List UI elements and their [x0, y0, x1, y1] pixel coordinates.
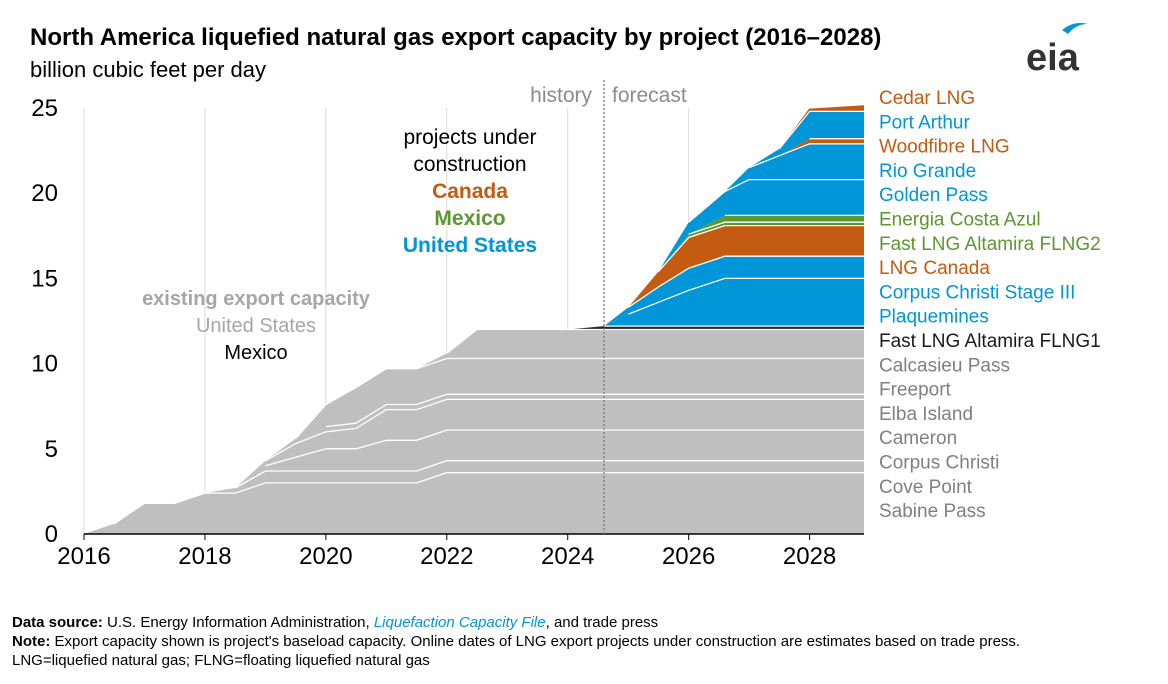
area-cove-point — [84, 460, 864, 534]
separator-corpus-christi — [265, 429, 864, 467]
forecast-label: forecast — [612, 84, 687, 107]
x-tick-label-2022: 2022 — [420, 543, 473, 570]
area-plaquemines — [84, 278, 864, 534]
x-tick-label-2018: 2018 — [178, 543, 231, 570]
x-tick-label-2016: 2016 — [57, 543, 110, 570]
separator-plaquemines — [627, 277, 864, 315]
area-sabine-pass — [84, 472, 864, 534]
legend-label-sabine-pass: Sabine Pass — [879, 501, 986, 522]
separator-corpus-christi-stage-iii — [627, 255, 864, 308]
chart-subtitle: billion cubic feet per day — [30, 57, 267, 82]
y-tick-label-25: 25 — [31, 95, 58, 122]
source-link[interactable]: Liquefaction Capacity File — [373, 614, 546, 631]
construction-annotation-line2: construction — [413, 153, 526, 176]
area-corpus-christi — [84, 430, 864, 534]
existing-annotation-title: existing export capacity — [142, 288, 371, 310]
eia-logo-swoosh — [1062, 22, 1088, 34]
eia-logo-text: eia — [1026, 37, 1080, 78]
separator-rio-grande — [748, 143, 864, 169]
x-tick-label-2026: 2026 — [662, 543, 715, 570]
footer-note: Note: Export capacity shown is project's… — [12, 633, 1020, 650]
construction-annotation-canada: Canada — [432, 180, 508, 203]
existing-annotation-mexico: Mexico — [224, 342, 287, 364]
area-freeport — [84, 358, 864, 534]
legend-label-rio-grande: Rio Grande — [879, 161, 976, 182]
separator-cove-point — [234, 460, 864, 489]
y-tick-label-15: 15 — [31, 265, 58, 292]
footer-abbreviations: LNG=liquefied natural gas; FLNG=floating… — [12, 652, 430, 669]
eia-logo: eia — [1026, 22, 1088, 78]
legend-label-fast-lng-altamira-flng1: Fast LNG Altamira FLNG1 — [879, 331, 1101, 352]
construction-annotation-line1: projects under — [403, 126, 536, 149]
note-label: Note: — [12, 633, 51, 650]
legend-label-energia-costa-azul: Energia Costa Azul — [879, 210, 1041, 231]
source-text-1: U.S. Energy Information Administration, — [107, 614, 374, 631]
separator-fast-lng-altamira-flng2 — [688, 221, 864, 235]
legend-label-woodfibre-lng: Woodfibre LNG — [879, 137, 1010, 158]
separator-sabine-pass — [113, 472, 864, 525]
separator-elba-island — [325, 393, 864, 428]
area-calcasieu-pass — [84, 329, 864, 534]
legend-label-corpus-christi: Corpus Christi — [879, 453, 999, 474]
separator-cedar-lng — [809, 103, 865, 109]
legend-label-golden-pass: Golden Pass — [879, 185, 988, 206]
construction-annotation-mexico: Mexico — [434, 207, 505, 230]
legend-label-cove-point: Cove Point — [879, 477, 973, 498]
source-text-2: , and trade press — [545, 614, 659, 631]
legend-label-corpus-christi-stage-iii: Corpus Christi Stage III — [879, 282, 1075, 303]
separator-golden-pass — [688, 178, 864, 223]
separator-calcasieu-pass — [446, 328, 864, 354]
construction-annotation-us: United States — [403, 234, 537, 257]
y-tick-label-0: 0 — [45, 521, 58, 548]
separator-freeport — [295, 357, 864, 440]
history-label: history — [530, 84, 592, 107]
x-tick-label-2024: 2024 — [541, 543, 594, 570]
x-tick-label-2020: 2020 — [299, 543, 352, 570]
legend-label-cedar-lng: Cedar LNG — [879, 88, 975, 109]
legend-label-fast-lng-altamira-flng2: Fast LNG Altamira FLNG2 — [879, 234, 1101, 255]
separator-cameron — [265, 398, 864, 462]
legend-label-port-arthur: Port Arthur — [879, 112, 970, 133]
separator-port-arthur — [778, 110, 864, 150]
capacity-chart: 2016 2018 2020 2022 2024 2026 2028 0 5 10 15 20 25 hi… — [31, 80, 1101, 570]
legend-label-calcasieu-pass: Calcasieu Pass — [879, 355, 1010, 376]
x-tick-label-2028: 2028 — [783, 543, 836, 570]
chart-title: North America liquefied natural gas expo… — [30, 24, 882, 51]
existing-annotation-us: United States — [196, 315, 316, 337]
separator-lng-canada — [657, 224, 864, 273]
y-tick-label-20: 20 — [31, 180, 58, 207]
legend-label-elba-island: Elba Island — [879, 404, 973, 425]
y-tick-label-10: 10 — [31, 351, 58, 378]
legend-label-lng-canada: LNG Canada — [879, 258, 990, 279]
legend-label-plaquemines: Plaquemines — [879, 307, 989, 328]
note-text: Export capacity shown is project's basel… — [54, 633, 1021, 650]
y-tick-label-5: 5 — [45, 436, 58, 463]
footer-source: Data source: U.S. Energy Information Adm… — [12, 614, 658, 631]
legend-label-cameron: Cameron — [879, 428, 957, 449]
source-label: Data source: — [12, 614, 103, 631]
legend-label-freeport: Freeport — [879, 380, 952, 401]
area-cameron — [84, 399, 864, 534]
